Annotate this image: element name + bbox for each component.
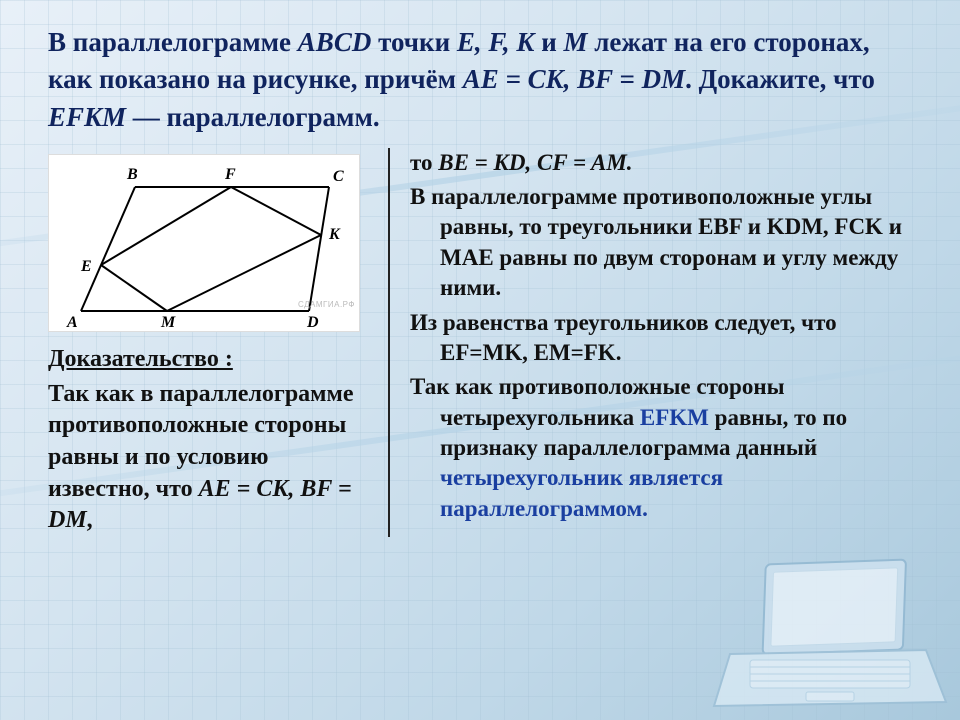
- svg-text:B: B: [126, 166, 138, 183]
- two-column-body: A M D B F C E K СДАМГИА.РФ Доказательство : Так…: [48, 148, 920, 537]
- paragraph: Из равенства треугольников следует, что …: [410, 308, 920, 369]
- proof-right-text: то BE = KD, CF = AM. В параллелограмме п…: [410, 148, 920, 524]
- paragraph: то BE = KD, CF = AM.: [410, 148, 920, 178]
- svg-text:F: F: [224, 166, 236, 183]
- slide-content: В параллелограмме ABCD точки E, F, K и M…: [0, 0, 960, 557]
- parallelogram-diagram: A M D B F C E K СДАМГИА.РФ: [48, 154, 360, 332]
- text-italic: BE = KD, CF = AM.: [438, 150, 632, 175]
- text-italic: E, F, K: [457, 27, 535, 57]
- proof-heading: Доказательство :: [48, 346, 372, 373]
- proof-left-text: Так как в параллелограмме противоположны…: [48, 379, 372, 537]
- text: ,: [87, 507, 93, 533]
- text-italic: ABCD: [298, 27, 372, 57]
- svg-text:K: K: [328, 226, 341, 243]
- svg-text:M: M: [160, 314, 176, 331]
- text: то: [410, 150, 438, 175]
- right-column: то BE = KD, CF = AM. В параллелограмме п…: [388, 148, 920, 537]
- text-italic: M: [564, 27, 588, 57]
- text-italic: AE = CK, BF = DM: [463, 64, 685, 94]
- text: . Докажите, что: [685, 64, 875, 94]
- svg-text:A: A: [66, 314, 78, 331]
- text-italic: EFKM: [48, 102, 126, 132]
- laptop-decoration: [710, 554, 950, 714]
- text-accent: четырехугольник является параллелограммо…: [440, 465, 723, 520]
- diagram-watermark: СДАМГИА.РФ: [298, 300, 355, 309]
- text: и: [534, 27, 563, 57]
- left-column: A M D B F C E K СДАМГИА.РФ Доказательство : Так…: [48, 148, 388, 537]
- text: точки: [371, 27, 457, 57]
- text: — параллелограмм.: [126, 102, 380, 132]
- svg-text:E: E: [80, 258, 92, 275]
- svg-text:C: C: [333, 168, 344, 185]
- text: В параллелограмме: [48, 27, 298, 57]
- svg-text:D: D: [306, 314, 319, 331]
- paragraph: В параллелограмме противоположные углы р…: [410, 182, 920, 303]
- paragraph: Так как противоположные стороны четыреху…: [410, 372, 920, 524]
- problem-statement: В параллелограмме ABCD точки E, F, K и M…: [48, 24, 920, 136]
- text-accent: EFKM: [640, 405, 709, 430]
